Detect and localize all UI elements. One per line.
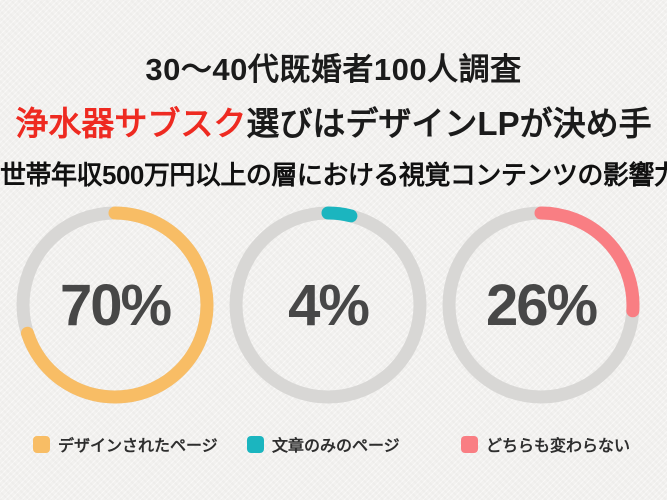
subtitle: 世帯年収500万円以上の層における視覚コンテンツの影響力 <box>0 160 667 190</box>
donut-value-arc <box>442 206 640 404</box>
donut-svg <box>16 206 214 404</box>
donut-chart-no-difference: 26% <box>441 205 641 405</box>
legend: デザインされたページ 文章のみのページ どちらも変わらない <box>0 432 667 456</box>
percent-label: 26% <box>485 272 598 338</box>
legend-swatch-teal <box>247 435 264 453</box>
main-title: 浄水器サブスク選びはデザインLPが決め手 <box>0 97 667 145</box>
main-title-rest: 選びはデザインLPが決め手 <box>246 105 652 142</box>
legend-swatch-pink <box>461 435 478 453</box>
donut-chart-designed-page: 70% <box>15 205 215 405</box>
donut-charts-row: 70% 4% 26% <box>0 205 667 405</box>
donut-chart-text-only-page: 4% <box>228 205 428 405</box>
survey-note: 30〜40代既婚者100人調査 <box>145 52 522 87</box>
legend-item-text-only-page: 文章のみのページ <box>247 432 461 456</box>
donut-svg <box>442 206 640 404</box>
header: 30〜40代既婚者100人調査 浄水器サブスク選びはデザインLPが決め手 世帯年… <box>0 0 667 192</box>
donut-value-arc <box>16 206 214 404</box>
donut-value-arc <box>229 206 427 404</box>
percent-label: 4% <box>288 272 370 338</box>
percent-label: 70% <box>59 272 172 338</box>
legend-item-designed-page: デザインされたページ <box>33 432 247 456</box>
donut-svg <box>229 206 427 404</box>
legend-label: デザインされたページ <box>58 438 218 455</box>
legend-item-no-difference: どちらも変わらない <box>461 432 630 456</box>
legend-label: どちらも変わらない <box>486 438 631 455</box>
main-title-highlight: 浄水器サブスク <box>15 105 247 142</box>
legend-label: 文章のみのページ <box>272 438 400 455</box>
legend-swatch-orange <box>33 435 50 453</box>
